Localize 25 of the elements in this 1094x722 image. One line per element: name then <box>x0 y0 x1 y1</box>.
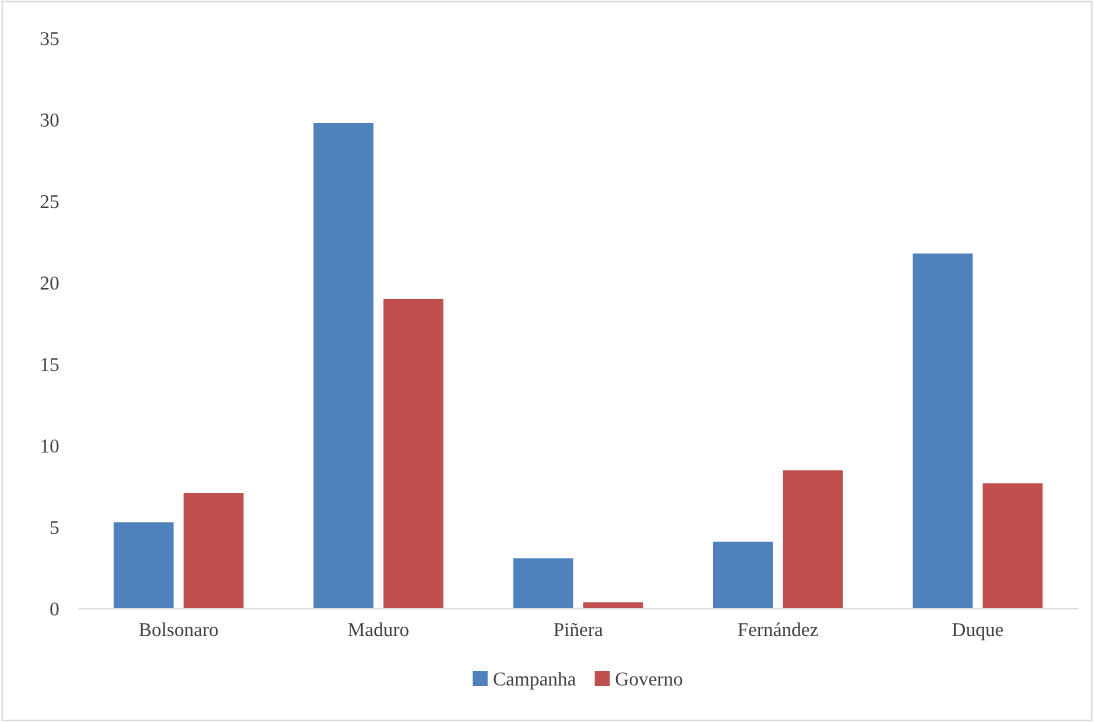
y-tick-label: 20 <box>40 276 59 290</box>
x-tick-label: Maduro <box>348 622 409 637</box>
y-tick-label: 30 <box>40 113 59 127</box>
bar <box>183 492 244 609</box>
bar <box>713 541 773 609</box>
y-tick-label: 15 <box>41 358 59 372</box>
x-tick-label: Fernández <box>738 622 818 637</box>
bar <box>583 602 644 609</box>
x-tick-label: Piñera <box>553 622 603 637</box>
x-tick-label: Bolsonaro <box>139 622 218 637</box>
y-tick-label: 0 <box>50 602 59 616</box>
y-tick-label: 5 <box>50 521 59 535</box>
bar <box>383 299 444 609</box>
y-tick-label: 25 <box>40 195 59 209</box>
legend-label: Campanha <box>493 671 576 690</box>
bar <box>313 123 374 609</box>
bar <box>513 558 574 609</box>
bar <box>782 470 843 609</box>
bar <box>982 483 1043 609</box>
y-tick-label: 10 <box>41 439 59 453</box>
legend-label: Governo <box>615 672 683 686</box>
bar <box>113 522 174 609</box>
y-tick-label: 35 <box>40 32 59 46</box>
bar <box>912 253 973 609</box>
x-tick-label: Duque <box>952 623 1003 641</box>
